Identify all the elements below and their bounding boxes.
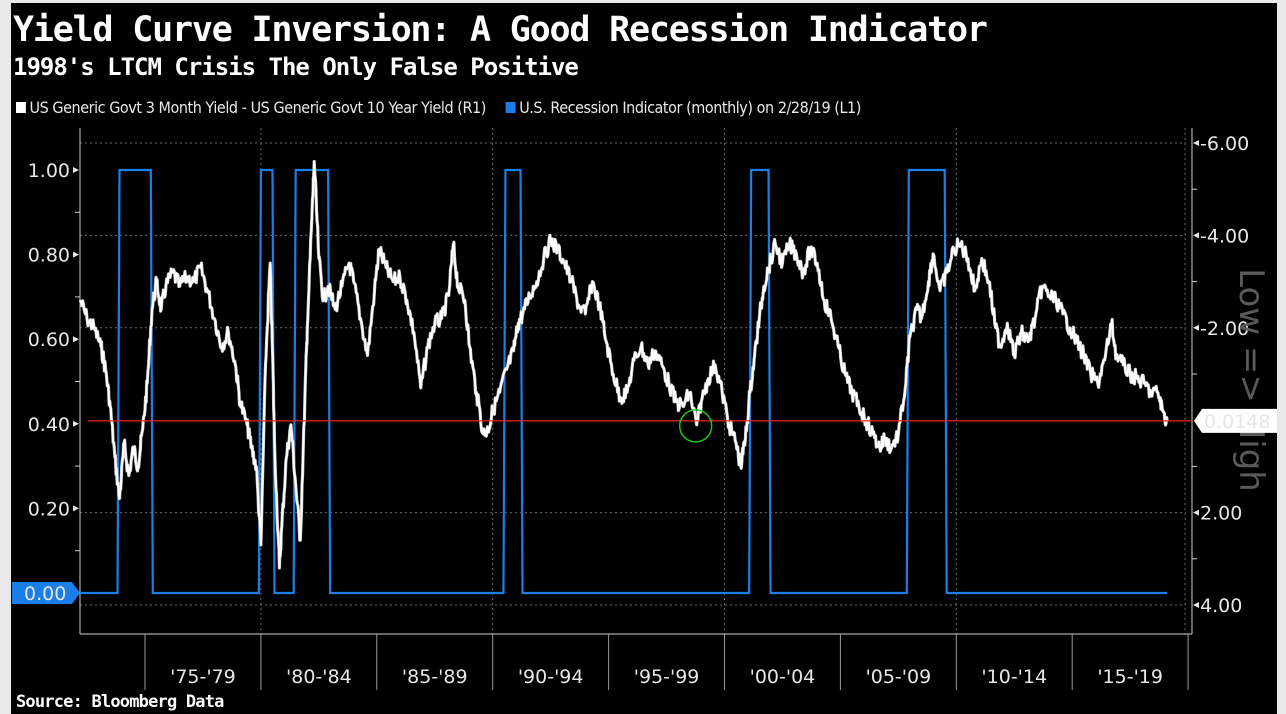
right-tick-mark [1193, 232, 1199, 239]
right-tick-mark [1193, 324, 1199, 331]
series-layer [78, 159, 1192, 595]
recession-period [909, 170, 945, 593]
left-tick-mark [73, 505, 79, 512]
recession-period [751, 170, 768, 593]
x-tick-label: '85-'89 [402, 666, 468, 688]
right-tick-mark [1193, 602, 1199, 608]
x-tick-label: '95-'99 [634, 666, 700, 688]
right-tick-mark [1193, 509, 1199, 516]
left-current-value-badge [12, 582, 80, 604]
right-tick-label: 4.00 [1200, 595, 1242, 617]
x-tick-label: '05-'09 [866, 666, 932, 688]
right-tick-label: -4.00 [1200, 225, 1249, 247]
axis-labels: '75-'79 '80-'84 '85-'89 '90-'94 '95-'99 '00-'… [12, 133, 1277, 688]
left-tick-mark [73, 336, 79, 343]
left-tick-mark [73, 251, 79, 258]
x-tick-label: '75-'79 [170, 666, 236, 688]
ltcm-annotation-circle [678, 409, 713, 443]
x-tick-label: '15-'19 [1097, 666, 1163, 688]
right-tick-label: -6.00 [1200, 133, 1249, 155]
left-tick-label: 0.60 [28, 329, 70, 351]
legend-swatch-yield-spread [16, 102, 26, 113]
x-tick-label: '10-'14 [981, 666, 1047, 688]
yield-spread-line-shadow [78, 159, 1169, 570]
legend-swatch-recession [505, 102, 516, 113]
right-axis-title: Low => High [1231, 268, 1271, 492]
left-tick-label: 0.20 [28, 498, 70, 520]
chart-subtitle: 1998's LTCM Crisis The Only False Positi… [13, 53, 579, 81]
x-tick-label: '00-'04 [750, 666, 816, 688]
legend-item-recession[interactable]: U.S. Recession Indicator (monthly) on 2/… [505, 98, 861, 117]
gridlines [80, 128, 1186, 634]
recession-period [505, 170, 520, 593]
left-tick-label: 0.80 [28, 245, 70, 267]
chart-title: Yield Curve Inversion: A Good Recession … [13, 10, 988, 50]
yield-spread-line [79, 160, 1169, 569]
legend-label-yield-spread: US Generic Govt 3 Month Yield - US Gener… [29, 98, 487, 117]
right-tick-label: -2.00 [1200, 318, 1249, 340]
recession-indicator-line [80, 168, 1167, 595]
right-tick-mark [1193, 140, 1199, 146]
legend: US Generic Govt 3 Month Yield - US Gener… [16, 98, 881, 117]
left-tick-mark [73, 420, 79, 427]
left-current-value-label: 0.00 [24, 583, 66, 605]
right-current-value-badge [1194, 408, 1277, 433]
legend-item-yield-spread[interactable]: US Generic Govt 3 Month Yield - US Gener… [16, 98, 486, 117]
left-tick-label: 1.00 [28, 160, 70, 182]
axes [73, 128, 1199, 690]
right-current-value-label: 0.0148 [1204, 411, 1270, 433]
left-tick-label: 0.40 [28, 414, 70, 436]
source-note: Source: Bloomberg Data [16, 692, 224, 712]
legend-label-recession: U.S. Recession Indicator (monthly) on 2/… [519, 98, 861, 117]
left-tick-mark [73, 167, 79, 173]
x-tick-label: '80-'84 [286, 666, 352, 688]
right-tick-label: 2.00 [1200, 503, 1242, 525]
x-tick-label: '90-'94 [518, 666, 584, 688]
